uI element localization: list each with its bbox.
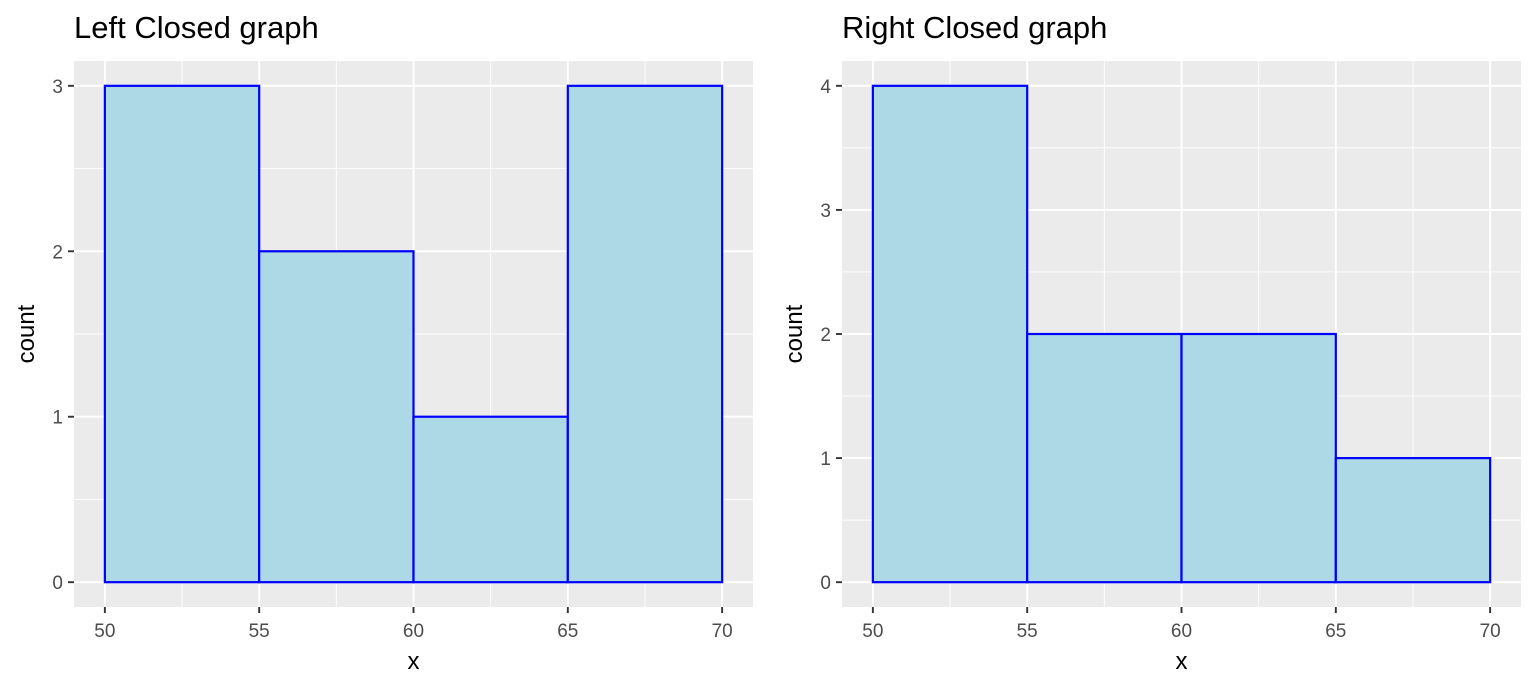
x-tick-label: 55	[249, 621, 270, 642]
histogram-bar	[412, 415, 569, 584]
chart-title: Left Closed graph	[74, 10, 319, 45]
x-tick-label: 50	[862, 621, 883, 642]
x-tick-label: 50	[94, 621, 115, 642]
y-tick-label: 0	[52, 573, 63, 594]
histogram-bar	[103, 84, 261, 584]
x-tick-label: 60	[1171, 621, 1192, 642]
y-tick-label: 3	[820, 201, 831, 222]
histogram-bar	[871, 84, 1029, 584]
y-axis-title: count	[781, 304, 808, 363]
y-tick-label: 0	[820, 573, 831, 594]
plot-area: 0 1 2 3 4 50 55 60 65 70	[820, 61, 1521, 642]
histogram-bar	[1334, 456, 1492, 584]
x-tick-label: 65	[1325, 621, 1346, 642]
plot-area: 0 1 2 3 50 55 60 65 70	[52, 61, 753, 642]
right-closed-histogram: 0 1 2 3 4 50 55 60 65 70 Right Closed graph count…	[781, 10, 1521, 675]
histogram-bar	[1180, 332, 1337, 584]
y-tick-label: 2	[820, 325, 831, 346]
x-tick-label: 70	[712, 621, 733, 642]
x-axis-title: x	[1176, 648, 1188, 675]
x-axis-title: x	[408, 648, 420, 675]
y-tick-label: 1	[820, 449, 831, 470]
chart-title: Right Closed graph	[842, 10, 1107, 45]
x-tick-label: 70	[1480, 621, 1501, 642]
left-closed-histogram: 0 1 2 3 50 55 60 65 70 Left Closed graph count x	[13, 10, 753, 675]
histogram-bar	[566, 84, 724, 584]
histogram-bar	[258, 250, 415, 584]
x-tick-label: 60	[403, 621, 424, 642]
y-tick-label: 3	[52, 77, 63, 98]
y-axis-title: count	[13, 304, 40, 363]
y-tick-label: 2	[52, 242, 63, 263]
x-tick-label: 55	[1017, 621, 1038, 642]
y-tick-label: 4	[820, 77, 831, 98]
histogram-bar	[1026, 332, 1183, 584]
x-tick-label: 65	[557, 621, 578, 642]
y-tick-label: 1	[52, 408, 63, 429]
